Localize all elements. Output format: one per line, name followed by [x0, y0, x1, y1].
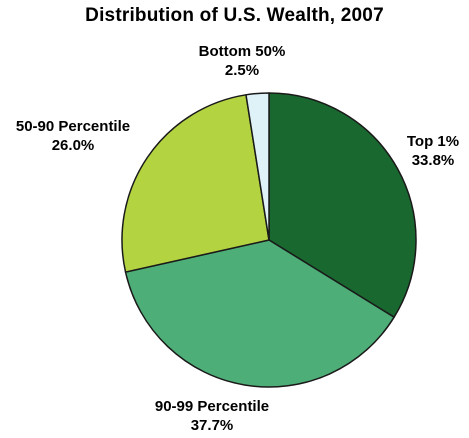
slice-category-text: Top 1%: [407, 133, 459, 150]
pie-slice-top-1: [268, 92, 417, 318]
slice-value-text: 37.7%: [191, 417, 234, 434]
slice-value-text: 2.5%: [225, 62, 259, 79]
slice-labels: Top 1% 33.8% 90-99 Percentile 37.7% 50-90 Pe…: [16, 43, 459, 434]
slice-value-text: 26.0%: [52, 137, 95, 154]
pie-slice-bottom-50: [245, 92, 270, 241]
pie-slices: [121, 92, 417, 388]
slice-category-text: 50-90 Percentile: [16, 118, 130, 135]
slice-category-text: 90-99 Percentile: [155, 398, 269, 415]
slice-label-50-90-percentile: 50-90 Percentile 26.0%: [16, 118, 130, 154]
slice-category-text: Bottom 50%: [199, 43, 286, 60]
slice-value-text: 33.8%: [412, 152, 455, 169]
slice-label-top-1: Top 1% 33.8%: [407, 133, 459, 169]
pie-slice-90-99-percentile: [124, 239, 395, 388]
chart-title: Distribution of U.S. Wealth, 2007: [85, 5, 384, 26]
slice-label-90-99-percentile: 90-99 Percentile 37.7%: [155, 398, 269, 434]
pie-slice-50-90-percentile: [121, 94, 270, 273]
slice-label-bottom-50: Bottom 50% 2.5%: [199, 43, 286, 79]
